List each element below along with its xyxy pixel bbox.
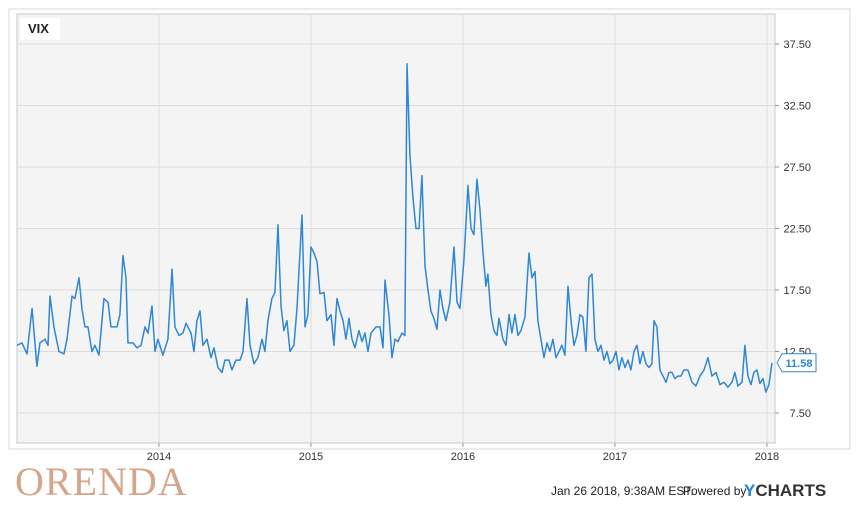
x-tick-label: 2016 xyxy=(451,451,475,463)
x-tick-label: 2014 xyxy=(147,451,171,463)
y-tick-label: 17.50 xyxy=(783,285,811,297)
last-value-label: 11.58 xyxy=(786,358,813,370)
y-tick-label: 7.50 xyxy=(790,408,811,420)
y-tick-label: 27.50 xyxy=(783,162,811,174)
brand-logo: YCHARTS xyxy=(744,481,826,500)
y-tick-label: 37.50 xyxy=(783,39,811,51)
x-tick-label: 2015 xyxy=(299,451,323,463)
powered-by: Powered by xyxy=(683,484,746,498)
y-tick-label: 22.50 xyxy=(783,224,811,236)
value-callout xyxy=(776,353,817,373)
x-tick-label: 2018 xyxy=(755,451,779,463)
title-box xyxy=(20,18,60,40)
series-line xyxy=(16,62,773,393)
y-tick-label: 32.50 xyxy=(783,101,811,113)
watermark: ORENDA xyxy=(15,459,188,504)
timestamp: Jan 26 2018, 9:38AM EST. xyxy=(551,484,694,498)
x-tick-label: 2017 xyxy=(603,451,627,463)
grid xyxy=(17,14,775,443)
series-title: VIX xyxy=(28,21,49,36)
